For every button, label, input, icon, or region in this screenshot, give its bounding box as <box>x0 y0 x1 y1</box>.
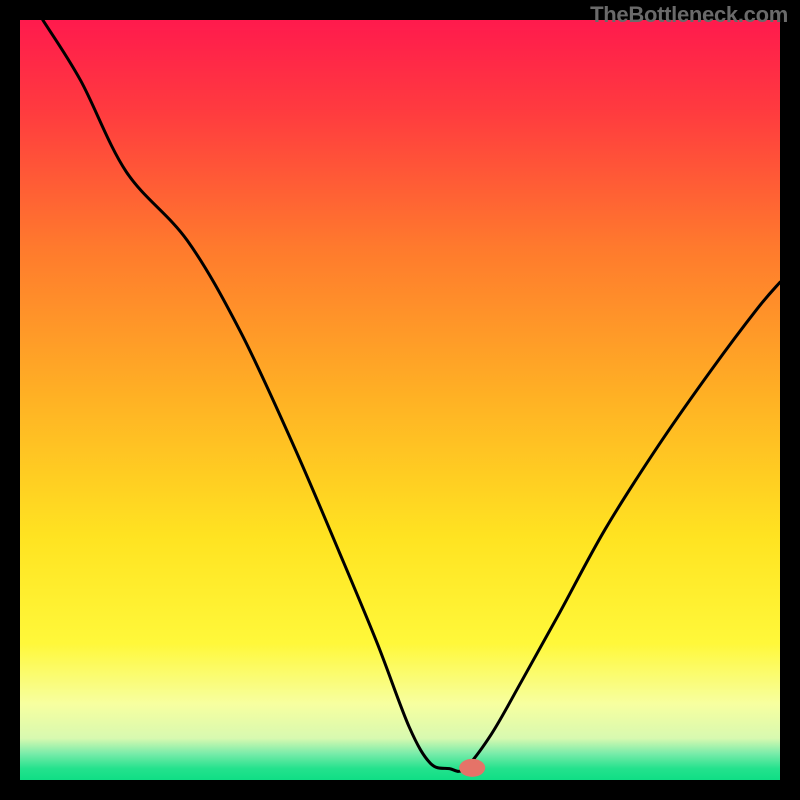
bottleneck-chart <box>0 0 800 800</box>
watermark-label: TheBottleneck.com <box>590 2 788 28</box>
optimal-marker <box>459 759 485 777</box>
gradient-background <box>20 20 780 780</box>
chart-container: TheBottleneck.com <box>0 0 800 800</box>
